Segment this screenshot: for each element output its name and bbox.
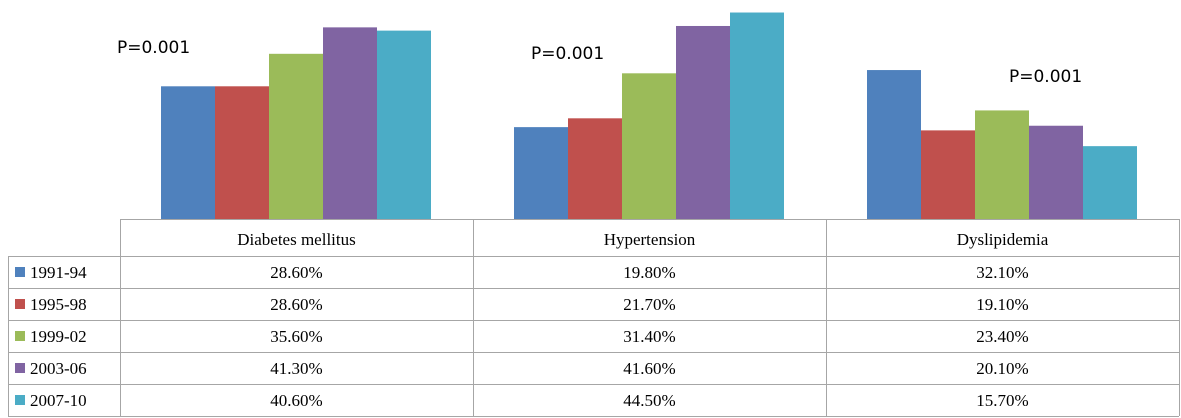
bar-2003-06-dyslipidemia <box>1029 125 1083 219</box>
legend-swatch <box>15 331 25 341</box>
bar-1995-98-hypertension <box>568 118 622 219</box>
p-value-annotation: P=0.001 <box>117 38 190 58</box>
legend-label: 2003-06 <box>30 359 87 378</box>
bar-2007-10-diabetes-mellitus <box>377 30 431 220</box>
bar-1995-98-dyslipidemia <box>921 130 975 219</box>
data-cell: 41.60% <box>623 359 675 378</box>
category-label: Dyslipidemia <box>957 230 1049 249</box>
data-cell: 19.10% <box>976 295 1028 314</box>
legend-label: 1991-94 <box>30 263 87 282</box>
legend-swatch <box>15 299 25 309</box>
data-cell: 31.40% <box>623 327 675 346</box>
legend-label: 2007-10 <box>30 391 87 410</box>
bar-1991-94-dyslipidemia <box>867 70 921 219</box>
data-cell: 19.80% <box>623 263 675 282</box>
legend-swatch <box>15 395 25 405</box>
data-cell: 21.70% <box>623 295 675 314</box>
p-value-annotation: P=0.001 <box>1009 67 1082 87</box>
data-cell: 28.60% <box>270 295 322 314</box>
bar-1999-02-diabetes-mellitus <box>269 53 323 219</box>
data-cell: 15.70% <box>976 391 1028 410</box>
category-label: Diabetes mellitus <box>237 230 356 249</box>
data-table: Diabetes mellitus Hypertension Dyslipidemi… <box>8 219 1180 417</box>
data-cell: 23.40% <box>976 327 1028 346</box>
data-cell: 28.60% <box>270 263 322 282</box>
data-cell: 40.60% <box>270 391 322 410</box>
legend-swatch <box>15 267 25 277</box>
data-cell: 41.30% <box>270 359 322 378</box>
annotations-group: P=0.001 P=0.001 P=0.001 <box>117 38 1082 87</box>
bar-1995-98-diabetes-mellitus <box>215 86 269 220</box>
bar-2007-10-hypertension <box>730 12 784 219</box>
data-cell: 35.60% <box>270 327 322 346</box>
data-cell: 20.10% <box>976 359 1028 378</box>
p-value-annotation: P=0.001 <box>531 44 604 64</box>
bar-1999-02-dyslipidemia <box>975 110 1029 219</box>
category-label: Hypertension <box>604 230 696 249</box>
bars-group <box>161 12 1137 220</box>
bar-1991-94-hypertension <box>514 127 568 219</box>
bar-2003-06-hypertension <box>676 25 730 220</box>
bar-1999-02-hypertension <box>622 73 676 219</box>
data-cell: 44.50% <box>623 391 675 410</box>
data-cell: 32.10% <box>976 263 1028 282</box>
bar-2007-10-dyslipidemia <box>1083 146 1137 219</box>
legend-label: 1995-98 <box>30 295 87 314</box>
bar-2003-06-diabetes-mellitus <box>323 27 377 220</box>
bar-1991-94-diabetes-mellitus <box>161 86 215 220</box>
legend-swatch <box>15 363 25 373</box>
legend-label: 1999-02 <box>30 327 87 346</box>
